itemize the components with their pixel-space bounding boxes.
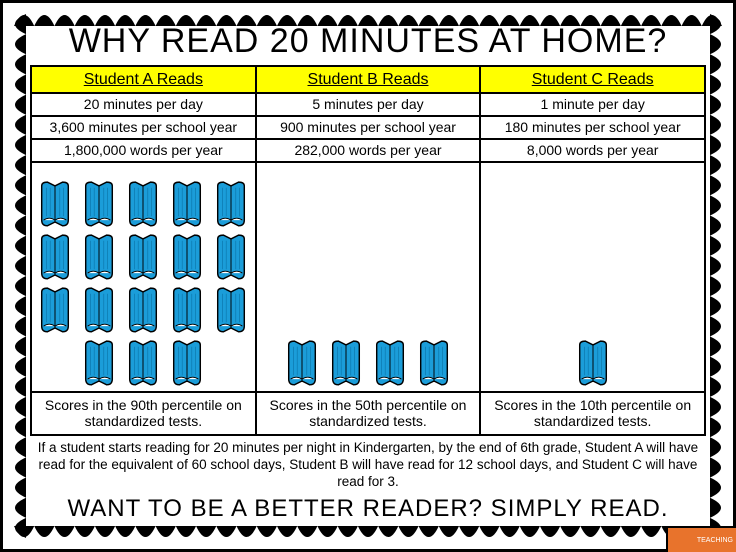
score-row: Scores in the 90th percentile on standar…	[31, 392, 705, 436]
books-cell	[31, 162, 256, 392]
score-cell: Scores in the 50th percentile on standar…	[256, 392, 481, 436]
book-icon	[574, 337, 612, 387]
book-icon	[80, 337, 118, 387]
book-icon	[124, 178, 162, 228]
stat-cell: 20 minutes per day	[31, 93, 256, 116]
book-icon	[80, 284, 118, 334]
book-icon	[124, 284, 162, 334]
books-cell	[480, 162, 705, 392]
books-cell	[256, 162, 481, 392]
book-icon	[168, 178, 206, 228]
comparison-table: Student A Reads Student B Reads Student …	[30, 65, 706, 436]
book-icon	[168, 231, 206, 281]
book-icon	[212, 178, 250, 228]
per-day-row: 20 minutes per day 5 minutes per day 1 m…	[31, 93, 705, 116]
per-year-min-row: 3,600 minutes per school year 900 minute…	[31, 116, 705, 139]
stat-cell: 5 minutes per day	[256, 93, 481, 116]
col-header: Student C Reads	[480, 66, 705, 93]
book-icon	[124, 231, 162, 281]
book-icon	[36, 231, 74, 281]
source-badge: TEACHING	[666, 526, 736, 552]
content-area: WHY READ 20 MINUTES AT HOME? Student A R…	[30, 22, 706, 530]
stat-cell: 180 minutes per school year	[480, 116, 705, 139]
header-row: Student A Reads Student B Reads Student …	[31, 66, 705, 93]
footnote-text: If a student starts reading for 20 minut…	[34, 440, 702, 491]
books-row	[31, 162, 705, 392]
book-icon	[80, 231, 118, 281]
col-header: Student A Reads	[31, 66, 256, 93]
per-year-words-row: 1,800,000 words per year 282,000 words p…	[31, 139, 705, 162]
book-icon	[371, 337, 409, 387]
book-icon	[283, 337, 321, 387]
col-header: Student B Reads	[256, 66, 481, 93]
stat-cell: 8,000 words per year	[480, 139, 705, 162]
score-cell: Scores in the 10th percentile on standar…	[480, 392, 705, 436]
badge-label: TEACHING	[697, 537, 733, 544]
stat-cell: 3,600 minutes per school year	[31, 116, 256, 139]
book-icon	[212, 284, 250, 334]
book-icon	[80, 178, 118, 228]
book-icon	[415, 337, 453, 387]
book-icon	[36, 178, 74, 228]
page-title: WHY READ 20 MINUTES AT HOME?	[30, 22, 706, 61]
book-icon	[124, 337, 162, 387]
book-icon	[36, 284, 74, 334]
stat-cell: 1 minute per day	[480, 93, 705, 116]
stat-cell: 900 minutes per school year	[256, 116, 481, 139]
tagline-text: WANT TO BE A BETTER READER? SIMPLY READ.	[30, 495, 706, 523]
book-icon	[168, 337, 206, 387]
stat-cell: 1,800,000 words per year	[31, 139, 256, 162]
stat-cell: 282,000 words per year	[256, 139, 481, 162]
score-cell: Scores in the 90th percentile on standar…	[31, 392, 256, 436]
book-icon	[327, 337, 365, 387]
book-icon	[212, 231, 250, 281]
book-icon	[168, 284, 206, 334]
